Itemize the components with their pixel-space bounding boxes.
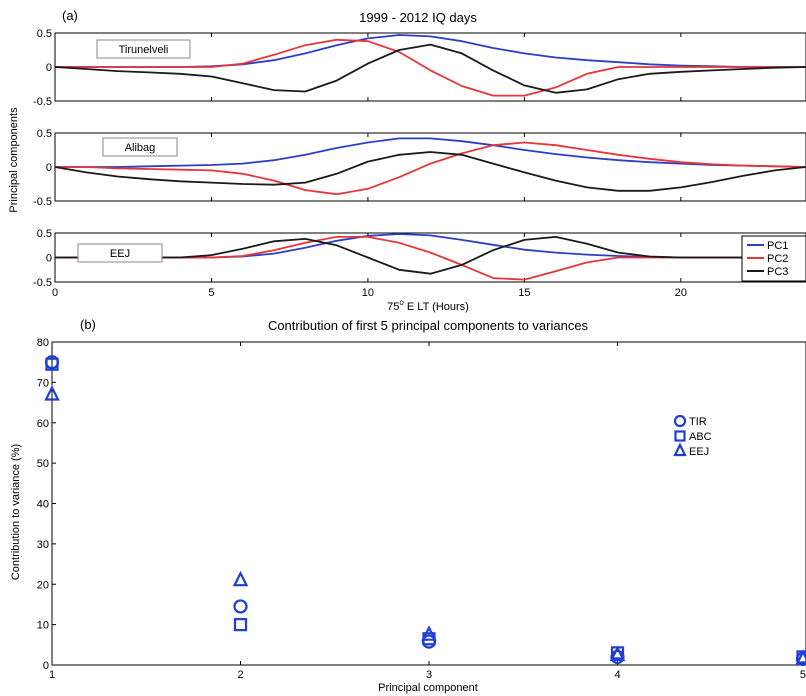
- legend-entry: TIR: [689, 416, 707, 428]
- y-tick-label: 0: [46, 253, 52, 265]
- x-tick-label: 1: [49, 669, 55, 681]
- marker-circle: [673, 414, 687, 428]
- panel-a-title: 1999 - 2012 IQ days: [359, 10, 477, 25]
- marker-triangle: [673, 442, 687, 457]
- y-tick-label: 40: [37, 499, 49, 511]
- legend-entry: PC1: [767, 240, 788, 252]
- marker-triangle: [421, 625, 437, 641]
- subplot-eej: -0.5 0 0.5 EEJ: [33, 228, 806, 289]
- panel-b-label: (b): [80, 317, 96, 332]
- subplot-alibag: -0.5 0 0.5 Alibag: [33, 128, 806, 208]
- y-tick-label: 0: [46, 162, 52, 174]
- x-tick-label: 2: [237, 669, 243, 681]
- y-tick-label: 10: [37, 620, 49, 632]
- x-tick-label: 5: [800, 669, 806, 681]
- y-tick-label: 50: [37, 458, 49, 470]
- panel-b: (b) Contribution of first 5 principal co…: [10, 317, 806, 694]
- series-line-pc1: [55, 137, 806, 168]
- series-line-pc3: [55, 235, 806, 275]
- marker-triangle: [795, 649, 806, 666]
- x-tick-label: 10: [362, 287, 374, 299]
- panel-b-legend: TIR ABC EEJ: [673, 414, 712, 458]
- panel-b-xlabel: Principal component: [378, 682, 478, 694]
- panel-a-ylabel: Principal components: [8, 107, 20, 213]
- marker-circle: [233, 599, 248, 614]
- x-tick-label: 0: [52, 287, 58, 299]
- subplot-tirunelveli: -0.5 0 0.5 Tirunelveli: [33, 28, 806, 108]
- panel-a-xlabel: 75o E LT (Hours): [387, 298, 469, 313]
- legend-entry: PC2: [767, 253, 788, 265]
- y-tick-label: 30: [37, 539, 49, 551]
- panel-a: (a) 1999 - 2012 IQ days Principal compon…: [8, 8, 806, 313]
- y-tick-label: 80: [37, 337, 49, 349]
- legend-entry: PC3: [767, 266, 788, 278]
- y-tick-label: -0.5: [33, 96, 52, 108]
- y-tick-label: 0: [46, 62, 52, 74]
- station-label-box: [102, 137, 178, 157]
- subplot-frame: [54, 132, 806, 202]
- plot-frame: [51, 341, 806, 666]
- series-line-pc2: [55, 38, 806, 97]
- y-tick-label: 0.5: [37, 28, 52, 40]
- y-tick-label: -0.5: [33, 196, 52, 208]
- legend-entry: EEJ: [689, 446, 709, 458]
- y-tick-label: 60: [37, 418, 49, 430]
- x-tick-label: 15: [518, 287, 530, 299]
- y-tick-label: 20: [37, 579, 49, 591]
- station-label: EEJ: [110, 248, 130, 260]
- x-tick-label: 3: [426, 669, 432, 681]
- y-tick-label: 0: [43, 660, 49, 672]
- x-tick-label: 5: [208, 287, 214, 299]
- panel-b-title: Contribution of first 5 principal compon…: [268, 318, 589, 333]
- legend-entry: ABC: [689, 431, 712, 443]
- y-tick-label: -0.5: [33, 277, 52, 289]
- marker-square: [674, 430, 686, 442]
- station-label-box: [77, 243, 163, 263]
- x-tick-label: 4: [614, 669, 620, 681]
- station-label-box: [96, 39, 191, 59]
- marker-triangle: [609, 645, 626, 662]
- series-line-pc2: [55, 141, 806, 196]
- marker-triangle: [232, 570, 249, 587]
- station-label: Tirunelveli: [119, 44, 169, 56]
- marker-square: [233, 618, 248, 632]
- y-tick-label: 0.5: [37, 228, 52, 240]
- series-line-pc3: [54, 151, 806, 192]
- marker-triangle: [44, 385, 60, 401]
- x-tick-label: 20: [675, 287, 687, 299]
- marker-square: [45, 357, 59, 371]
- y-tick-label: 0.5: [37, 128, 52, 140]
- panel-b-ylabel: Contribution to variance (%): [10, 444, 22, 580]
- series-line-pc3: [54, 43, 806, 94]
- station-label: Alibag: [125, 142, 156, 154]
- y-tick-label: 70: [37, 377, 49, 389]
- series-eej: [44, 385, 806, 666]
- panel-a-label: (a): [62, 8, 78, 23]
